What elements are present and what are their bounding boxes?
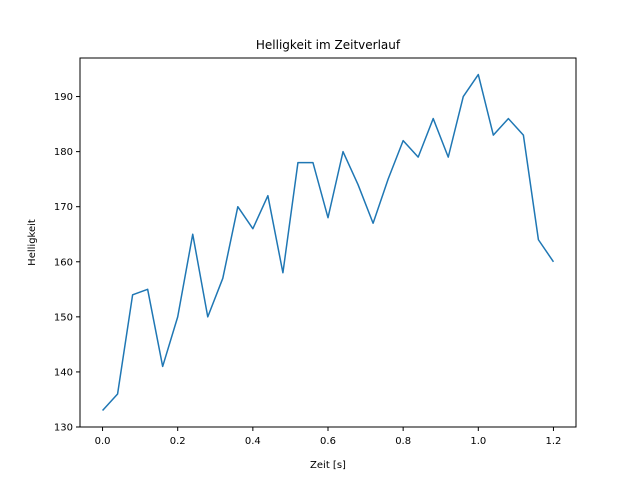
x-tick-label: 1.0 <box>470 436 486 447</box>
y-tick-label: 180 <box>54 147 73 158</box>
series-line-0 <box>101 73 555 411</box>
plot-frame <box>79 57 577 428</box>
y-tick-label: 150 <box>54 312 73 323</box>
x-axis-ticks: 0.0 0.2 0.4 0.6 0.8 1.0 1.2 <box>95 427 562 447</box>
y-tick-label: 130 <box>54 423 73 434</box>
y-tick-label: 190 <box>54 92 73 103</box>
y-axis-ticks: 130 140 150 160 170 180 190 <box>54 92 80 434</box>
x-tick-label: 0.0 <box>95 436 111 447</box>
series-layer <box>101 73 555 411</box>
chart-title: Helligkeit im Zeitverlauf <box>256 38 401 52</box>
y-tick-label: 140 <box>54 367 73 378</box>
x-tick-label: 0.6 <box>320 436 336 447</box>
y-axis-title: Helligkeit <box>27 219 38 266</box>
x-tick-label: 1.2 <box>546 436 562 447</box>
x-tick-label: 0.8 <box>395 436 411 447</box>
y-tick-label: 160 <box>54 257 73 268</box>
x-tick-label: 0.2 <box>170 436 186 447</box>
x-tick-label: 0.4 <box>245 436 261 447</box>
y-tick-label: 170 <box>54 202 73 213</box>
x-axis-title: Zeit [s] <box>310 460 346 471</box>
